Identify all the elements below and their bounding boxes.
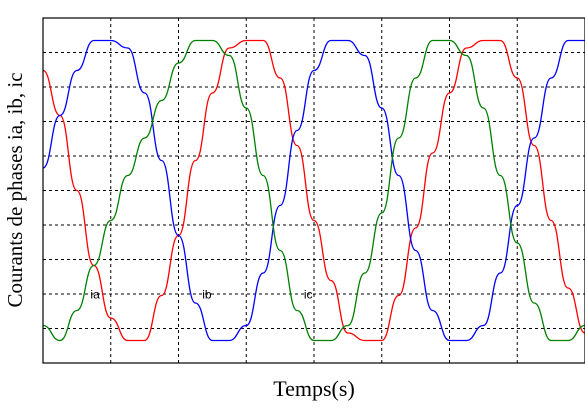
series-line-ib bbox=[42, 39, 585, 342]
series-label-ib: ib bbox=[202, 288, 212, 302]
series-labels: ia ib ic bbox=[90, 288, 312, 302]
y-axis-label: Courants de phases ia, ib, ic bbox=[3, 72, 27, 307]
plot-frame bbox=[42, 17, 585, 364]
series-label-ia: ia bbox=[90, 288, 100, 302]
x-axis-label: Temps(s) bbox=[273, 376, 355, 401]
series-label-ic: ic bbox=[304, 288, 313, 302]
series-line-ia bbox=[42, 39, 585, 342]
gridlines bbox=[43, 18, 585, 363]
series-line-ic bbox=[42, 39, 585, 342]
series-lines bbox=[42, 39, 585, 342]
